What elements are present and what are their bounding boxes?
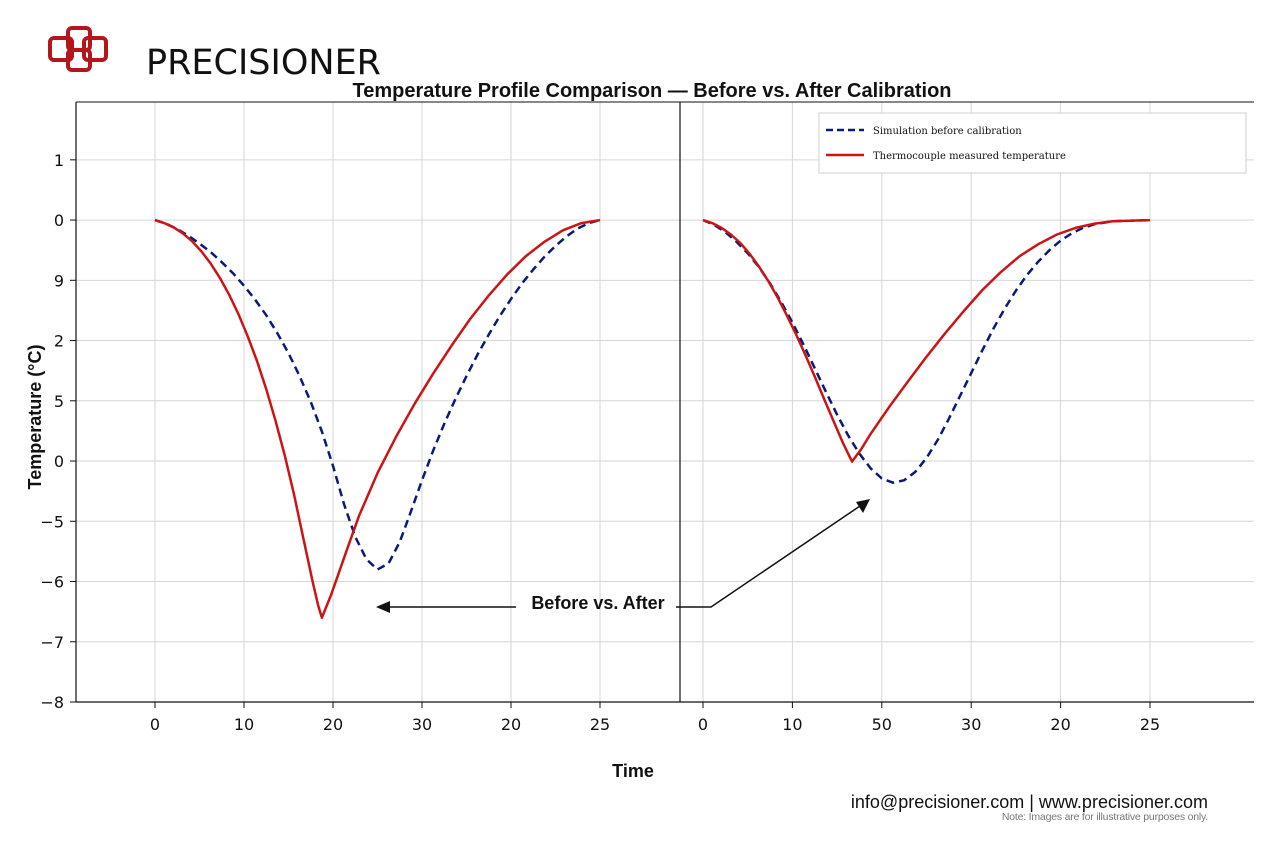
y-tick-label: 0 [54,452,64,471]
footer-note: Note: Images are for illustrative purpos… [1001,811,1208,823]
y-tick-label: 0 [54,211,64,230]
x-tick-label: 10 [782,715,802,734]
y-tick-label: −5 [40,512,64,531]
x-tick-label: 25 [590,715,610,734]
series-line-simulation [702,218,1151,484]
x-tick-label: 25 [1140,715,1160,734]
y-tick-label: 5 [54,392,64,411]
y-tick-label: 2 [54,332,64,351]
x-tick-label: 0 [150,715,160,734]
x-tick-label: 0 [698,715,708,734]
gridlines [76,102,1254,703]
plot-frame [70,101,1254,708]
annotation-text: Before vs. After [531,593,664,613]
series-line-simulation [154,218,601,571]
legend: Simulation before calibration Thermocoup… [818,112,1247,174]
brand-logo-icon [48,26,108,72]
annotation: Before vs. After [376,499,870,613]
x-axis-label: Time [612,761,654,781]
x-tick-label: 50 [872,715,892,734]
annotation-arrowhead-right-icon [856,499,870,513]
x-tick-label: 20 [501,715,521,734]
x-tick-label: 20 [1050,715,1070,734]
legend-label-simulation: Simulation before calibration [873,126,1022,137]
chart-title: Temperature Profile Comparison — Before … [352,80,951,102]
annotation-arrowhead-left-icon [376,601,390,613]
brand-name: PRECISIONER [146,43,381,83]
x-tick-label: 30 [412,715,432,734]
x-tick-label: 20 [323,715,343,734]
annotation-arrow-right [676,505,861,608]
y-axis-label: Temperature (°C) [25,345,45,490]
legend-label-thermocouple: Thermocouple measured temperature [873,151,1066,162]
y-tick-label: 9 [54,271,64,290]
series-line-thermocouple [702,218,1151,463]
y-tick-label: −6 [40,573,64,592]
y-tick-label: −8 [40,693,64,712]
x-tick-label: 10 [234,715,254,734]
series-line-thermocouple [154,218,601,619]
y-tick-label: −7 [40,633,64,652]
y-tick-label: 1 [54,151,64,170]
series-layer [154,218,1151,619]
legend-box [818,112,1247,174]
footer-contact: info@precisioner.com | www.precisioner.c… [850,792,1208,812]
x-tick-label: 30 [961,715,981,734]
